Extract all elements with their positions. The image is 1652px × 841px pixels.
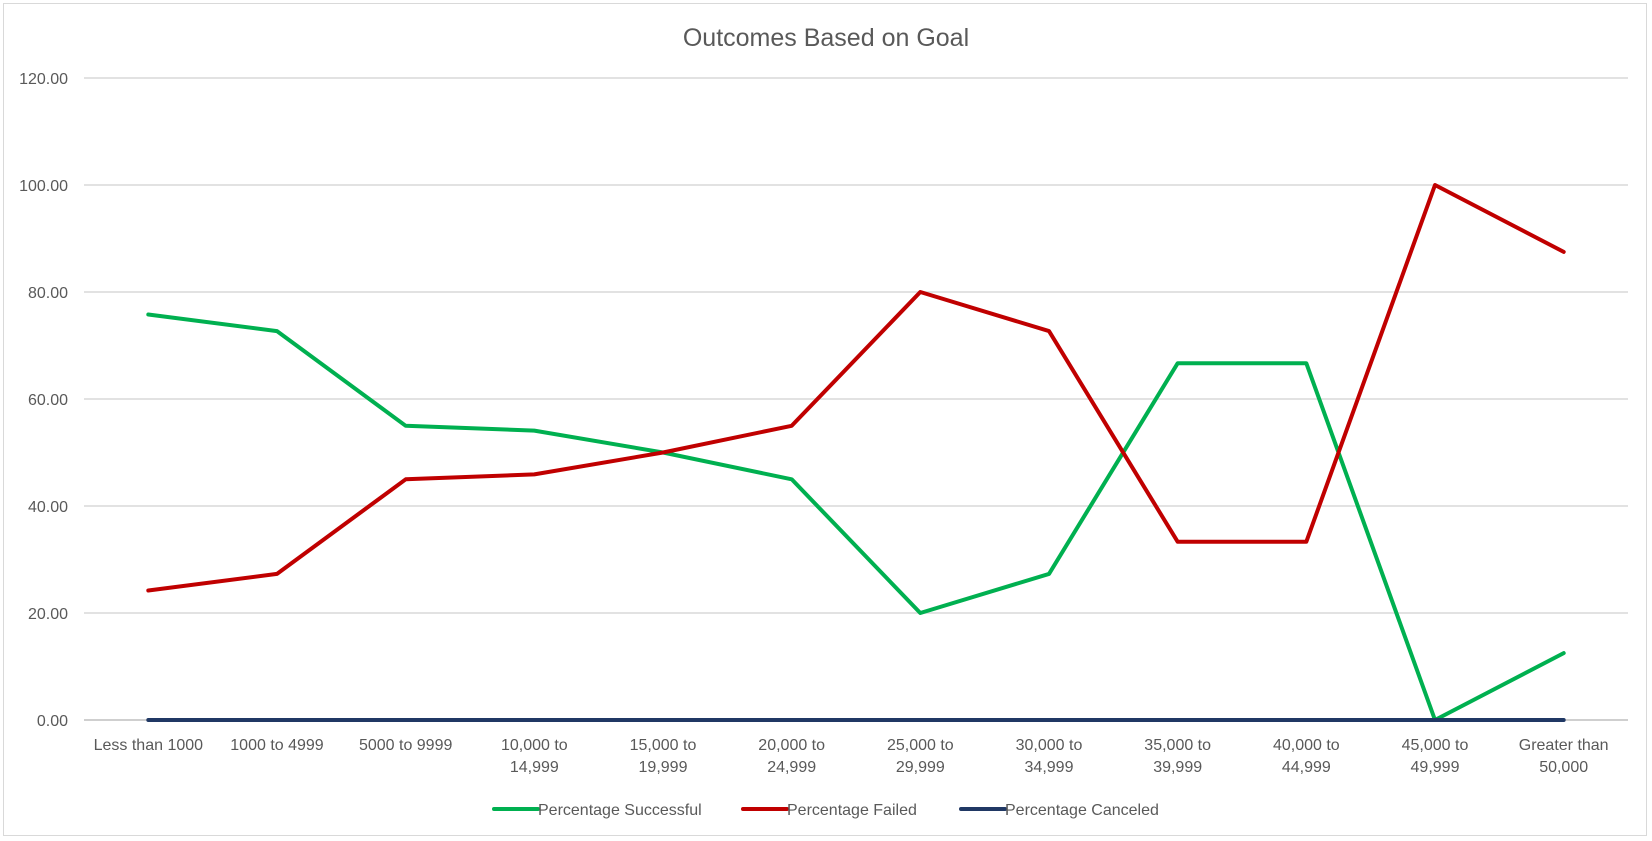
series-line-percentage-successful: [146, 312, 1566, 722]
chart-frame: [3, 3, 1647, 836]
y-tick-label: 100.00: [19, 178, 68, 195]
legend: Percentage Successful Percentage Failed Pe…: [492, 802, 1159, 819]
y-tick-label: 120.00: [19, 71, 68, 88]
y-tick-label: 0.00: [37, 713, 68, 730]
x-axis: Less than 1000 1000 to 4999 5000 to 9999 10…: [94, 737, 1609, 776]
chart-title: Outcomes Based on Goal: [683, 24, 969, 52]
legend-label-percentage-successful: Percentage Successful: [538, 802, 702, 819]
legend-label-percentage-failed: Percentage Failed: [787, 802, 917, 819]
series-line-percentage-failed: [146, 183, 1566, 593]
x-tick-label: 45,000 to 49,999: [1402, 737, 1469, 776]
y-tick-label: 60.00: [28, 392, 68, 409]
x-tick-label: 25,000 to 29,999: [887, 737, 954, 776]
x-tick-label: 30,000 to 34,999: [1016, 737, 1083, 776]
legend-label-percentage-canceled: Percentage Canceled: [1005, 802, 1159, 819]
x-tick-label: 20,000 to 24,999: [758, 737, 825, 776]
y-tick-label: 80.00: [28, 285, 68, 302]
x-tick-label: Less than 1000: [94, 737, 204, 754]
y-tick-label: 20.00: [28, 606, 68, 623]
series-lines: [146, 183, 1566, 722]
x-tick-label: 1000 to 4999: [230, 737, 324, 754]
x-tick-label: 15,000 to 19,999: [630, 737, 697, 776]
y-tick-label: 40.00: [28, 499, 68, 516]
y-axis: 0.00 20.00 40.00 60.00 80.00 100.00 120.00: [19, 71, 68, 730]
x-tick-label: 5000 to 9999: [359, 737, 453, 754]
x-tick-label: 35,000 to 39,999: [1144, 737, 1211, 776]
x-tick-label: Greater than 50,000: [1519, 737, 1609, 776]
x-tick-label: 10,000 to 14,999: [501, 737, 568, 776]
x-tick-label: 40,000 to 44,999: [1273, 737, 1340, 776]
gridlines: [84, 77, 1628, 721]
